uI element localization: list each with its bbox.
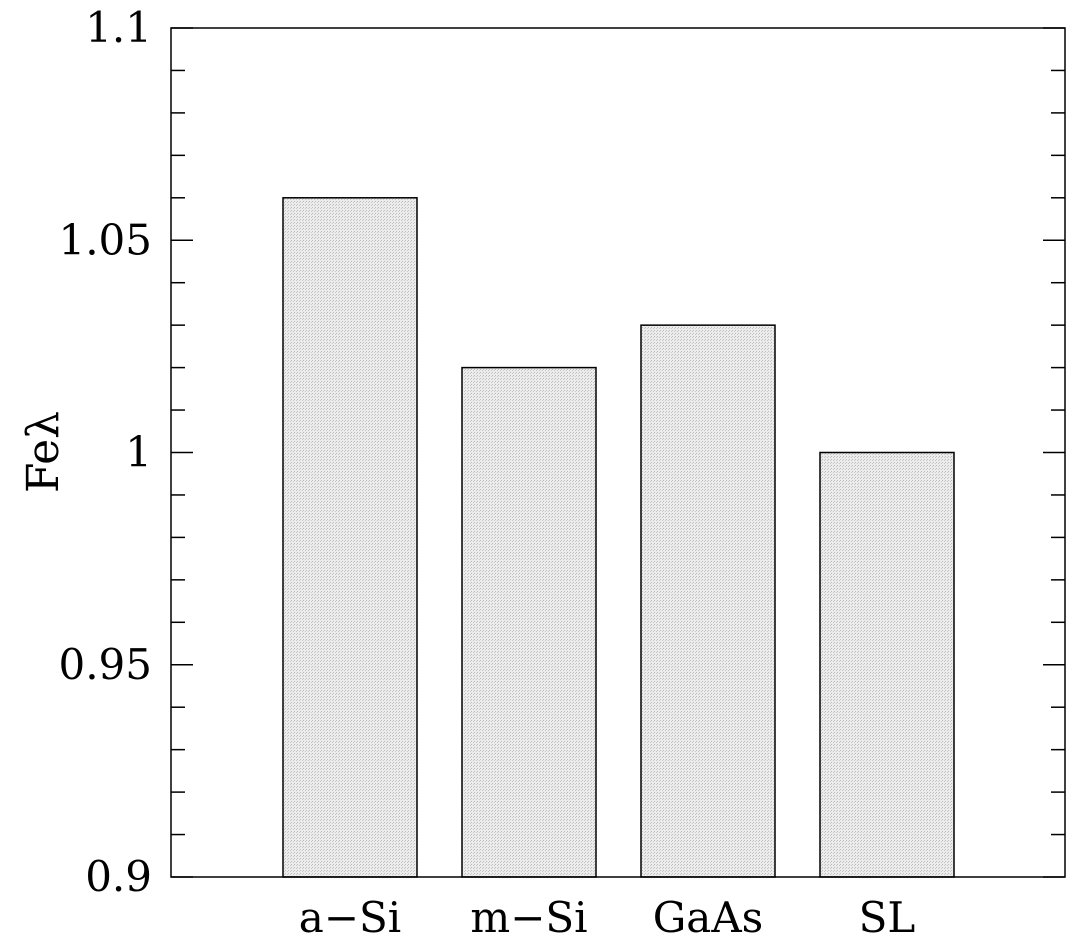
bar-1 xyxy=(461,366,597,878)
x-category-label: m−Si xyxy=(470,893,587,941)
bars-layer xyxy=(282,197,955,878)
y-tick-label: 0.95 xyxy=(58,640,152,689)
y-tick-labels: 0.9 0.95 1 1.05 1.1 xyxy=(58,3,152,901)
y-tick-label: 1.1 xyxy=(85,3,152,52)
x-category-labels: a−Si m−Si GaAs SL xyxy=(299,893,916,941)
bar-0 xyxy=(282,197,418,878)
x-category-label: a−Si xyxy=(299,893,401,941)
x-category-label: GaAs xyxy=(653,893,763,941)
y-tick-label: 1.05 xyxy=(58,215,152,264)
ticks-layer xyxy=(171,27,1065,878)
y-axis-title: Feλ xyxy=(18,411,69,493)
y-tick-label: 1 xyxy=(125,428,152,477)
plot-frame xyxy=(170,27,1066,878)
y-tick-label: 0.9 xyxy=(85,852,152,901)
bar-2 xyxy=(640,324,776,878)
x-category-label: SL xyxy=(859,893,916,941)
bar-3 xyxy=(819,451,955,878)
